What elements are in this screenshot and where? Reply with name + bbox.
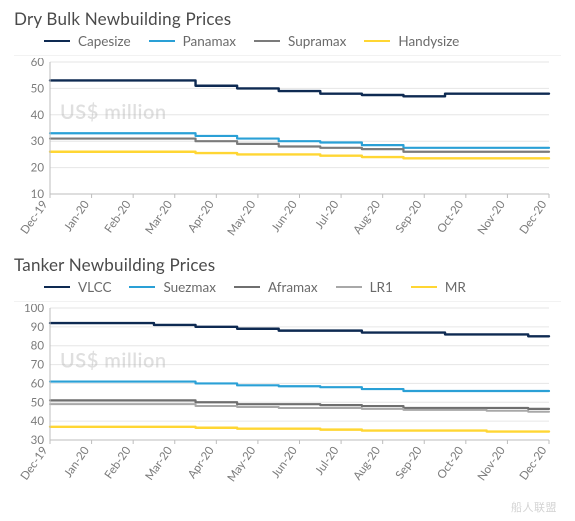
svg-text:10: 10 [31, 188, 45, 201]
footer-watermark: 船人联盟 [511, 499, 557, 515]
legend-item: VLCC [44, 279, 111, 295]
legend-label: Suezmax [163, 279, 215, 295]
chart-panel: Tanker Newbuilding Prices VLCC Suezmax Afra… [0, 246, 575, 492]
legend-label: LR1 [370, 279, 393, 295]
legend-item: Aframax [234, 279, 318, 295]
chart-panel: Dry Bulk Newbuilding Prices Capesize Panam… [0, 0, 575, 246]
legend-item: Capesize [44, 33, 131, 49]
legend-item: Supramax [254, 33, 346, 49]
legend-item: Suezmax [129, 279, 215, 295]
watermark-label: US$ million [60, 348, 167, 372]
legend-swatch [149, 40, 175, 42]
legend-swatch [364, 40, 390, 42]
legend-swatch [44, 286, 70, 288]
svg-text:30: 30 [31, 434, 45, 447]
legend-label: VLCC [78, 279, 111, 295]
svg-text:50: 50 [31, 82, 45, 95]
svg-text:90: 90 [31, 321, 45, 334]
legend-label: Capesize [78, 33, 131, 49]
svg-text:70: 70 [31, 359, 45, 372]
legend-swatch [254, 40, 280, 42]
legend-label: Panamax [183, 33, 236, 49]
legend-label: MR [445, 279, 466, 295]
chart-legend: Capesize Panamax Supramax Handysize [14, 33, 561, 56]
legend-swatch [411, 286, 437, 288]
svg-text:50: 50 [31, 396, 45, 409]
legend-item: LR1 [336, 279, 393, 295]
svg-text:30: 30 [31, 135, 45, 148]
legend-item: MR [411, 279, 466, 295]
chart-plot: 30405060708090100US$ millionDec-19Jan-20… [14, 304, 561, 492]
chart-title: Tanker Newbuilding Prices [14, 254, 561, 275]
legend-swatch [129, 286, 155, 288]
chart-legend: VLCC Suezmax Aframax LR1 MR [14, 279, 561, 302]
svg-text:40: 40 [31, 415, 45, 428]
legend-label: Supramax [288, 33, 346, 49]
svg-text:20: 20 [31, 162, 45, 175]
svg-text:40: 40 [31, 109, 45, 122]
legend-item: Handysize [364, 33, 459, 49]
svg-text:80: 80 [31, 340, 45, 353]
watermark-label: US$ million [60, 100, 167, 124]
legend-swatch [336, 286, 362, 288]
legend-swatch [234, 286, 260, 288]
legend-label: Aframax [268, 279, 318, 295]
legend-item: Panamax [149, 33, 236, 49]
svg-text:100: 100 [24, 304, 44, 315]
legend-swatch [44, 40, 70, 42]
chart-plot: 102030405060US$ millionDec-19Jan-20Feb-2… [14, 58, 561, 246]
legend-label: Handysize [398, 33, 459, 49]
svg-text:60: 60 [31, 58, 45, 69]
chart-title: Dry Bulk Newbuilding Prices [14, 8, 561, 29]
svg-text:60: 60 [31, 377, 45, 390]
